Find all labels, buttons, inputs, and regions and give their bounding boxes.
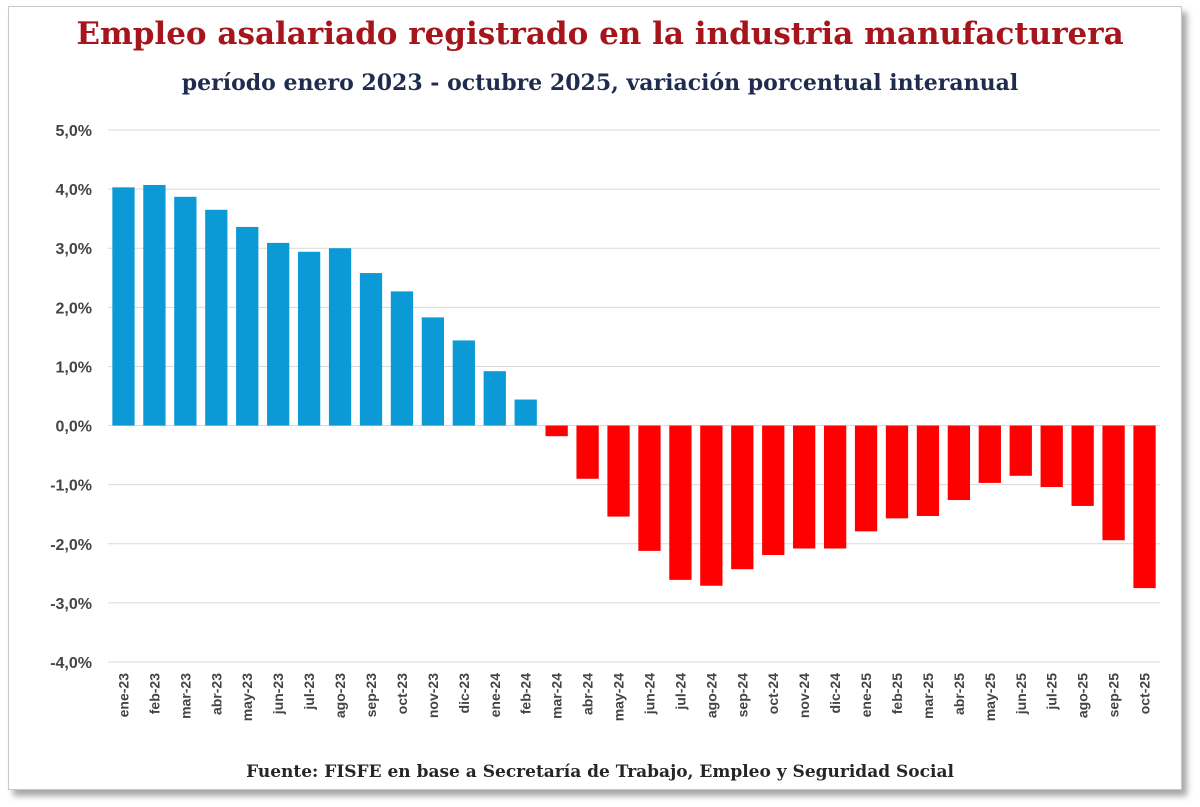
y-tick-label: 4,0% xyxy=(56,182,92,199)
bar-sep-23 xyxy=(359,273,383,426)
y-tick-label: -4,0% xyxy=(50,655,92,672)
bar-nov-23 xyxy=(421,317,445,426)
y-tick-label: 2,0% xyxy=(56,300,92,317)
bar-oct-24 xyxy=(762,425,785,556)
x-axis-ticks: ene-23 feb-23 mar-23 abr-23 may-23 jun-23 jul-… xyxy=(115,673,1152,721)
bar-dic-23 xyxy=(452,340,475,426)
y-tick-label: 0,0% xyxy=(56,419,92,436)
source-note: Fuente: FISFE en base a Secretaría de Tr… xyxy=(246,762,954,782)
x-tick-label: jun-24 xyxy=(641,673,657,715)
x-tick-label: oct-24 xyxy=(765,673,781,714)
bar-sep-25 xyxy=(1102,425,1125,541)
y-tick-label: -3,0% xyxy=(50,596,92,613)
y-tick-label: -1,0% xyxy=(50,478,92,495)
bar-jul-23 xyxy=(297,251,321,426)
gridlines xyxy=(108,129,1160,663)
bar-jun-25 xyxy=(1009,425,1032,476)
x-tick-label: jul-24 xyxy=(672,673,688,711)
x-tick-label: mar-25 xyxy=(920,673,936,719)
x-tick-label: sep-25 xyxy=(1106,673,1122,718)
chart-subtitle: período enero 2023 - octubre 2025, varia… xyxy=(181,70,1019,96)
bar-feb-24 xyxy=(514,399,537,426)
bar-mar-23 xyxy=(174,196,197,426)
x-tick-label: ago-24 xyxy=(703,673,719,718)
bar-ene-24 xyxy=(483,371,506,426)
x-tick-label: mar-24 xyxy=(549,673,565,719)
bar-dic-24 xyxy=(823,425,847,549)
bar-abr-25 xyxy=(947,425,971,501)
bar-ene-25 xyxy=(854,425,878,532)
bar-ago-24 xyxy=(700,425,723,586)
chart-title: Empleo asalariado registrado en la indus… xyxy=(76,16,1124,52)
bar-may-23 xyxy=(236,226,259,426)
x-tick-label: feb-25 xyxy=(889,673,905,714)
y-tick-label: 1,0% xyxy=(56,359,92,376)
bar-ago-23 xyxy=(328,248,352,426)
x-tick-label: ene-24 xyxy=(487,673,503,718)
bar-ago-25 xyxy=(1071,425,1094,506)
x-tick-label: ago-25 xyxy=(1075,673,1091,718)
y-tick-label: -2,0% xyxy=(50,537,92,554)
bars xyxy=(112,184,1156,589)
x-tick-label: feb-24 xyxy=(518,673,534,714)
x-tick-label: ene-25 xyxy=(858,673,874,718)
bar-may-25 xyxy=(978,425,1001,483)
bar-abr-23 xyxy=(205,209,228,426)
bar-jun-23 xyxy=(267,242,290,426)
y-tick-label: 5,0% xyxy=(56,123,92,140)
x-tick-label: may-25 xyxy=(982,673,998,721)
x-tick-label: ago-23 xyxy=(332,673,348,718)
x-tick-label: nov-23 xyxy=(425,673,441,718)
x-tick-label: abr-24 xyxy=(580,673,596,715)
bar-oct-25 xyxy=(1133,425,1156,589)
x-tick-label: abr-25 xyxy=(951,673,967,715)
x-tick-label: may-23 xyxy=(239,673,255,721)
bar-sep-24 xyxy=(731,425,754,570)
x-tick-label: dic-23 xyxy=(456,673,472,714)
bar-abr-24 xyxy=(576,425,599,479)
x-tick-label: mar-23 xyxy=(177,673,193,719)
bar-mar-24 xyxy=(545,425,568,437)
x-tick-label: jun-23 xyxy=(270,673,286,715)
bar-oct-23 xyxy=(390,291,414,426)
bar-nov-24 xyxy=(793,425,816,549)
x-tick-label: may-24 xyxy=(611,673,627,721)
x-tick-label: dic-24 xyxy=(827,673,843,714)
x-tick-label: oct-23 xyxy=(394,673,410,714)
y-axis-ticks: 5,0% 4,0% 3,0% 2,0% 1,0% 0,0% -1,0% -2,0% -3,0% -… xyxy=(50,123,92,672)
x-tick-label: jul-25 xyxy=(1044,673,1060,711)
x-tick-label: nov-24 xyxy=(796,673,812,718)
x-tick-label: jun-25 xyxy=(1013,673,1029,715)
x-tick-label: ene-23 xyxy=(115,673,131,718)
x-tick-label: jul-23 xyxy=(301,673,317,711)
bar-jul-24 xyxy=(669,425,692,580)
bar-jul-25 xyxy=(1040,425,1063,488)
x-tick-label: oct-25 xyxy=(1137,673,1153,714)
chart-frame xyxy=(8,6,1182,790)
x-tick-label: abr-23 xyxy=(208,673,224,715)
bar-may-24 xyxy=(607,425,630,517)
x-tick-label: sep-24 xyxy=(734,673,750,718)
bar-jun-24 xyxy=(638,425,661,551)
bar-feb-25 xyxy=(885,425,909,519)
y-tick-label: 3,0% xyxy=(56,241,92,258)
x-tick-label: feb-23 xyxy=(146,673,162,714)
x-tick-label: sep-23 xyxy=(363,673,379,718)
bar-mar-25 xyxy=(916,425,940,516)
bar-ene-23 xyxy=(112,187,135,426)
bar-feb-23 xyxy=(143,184,166,426)
